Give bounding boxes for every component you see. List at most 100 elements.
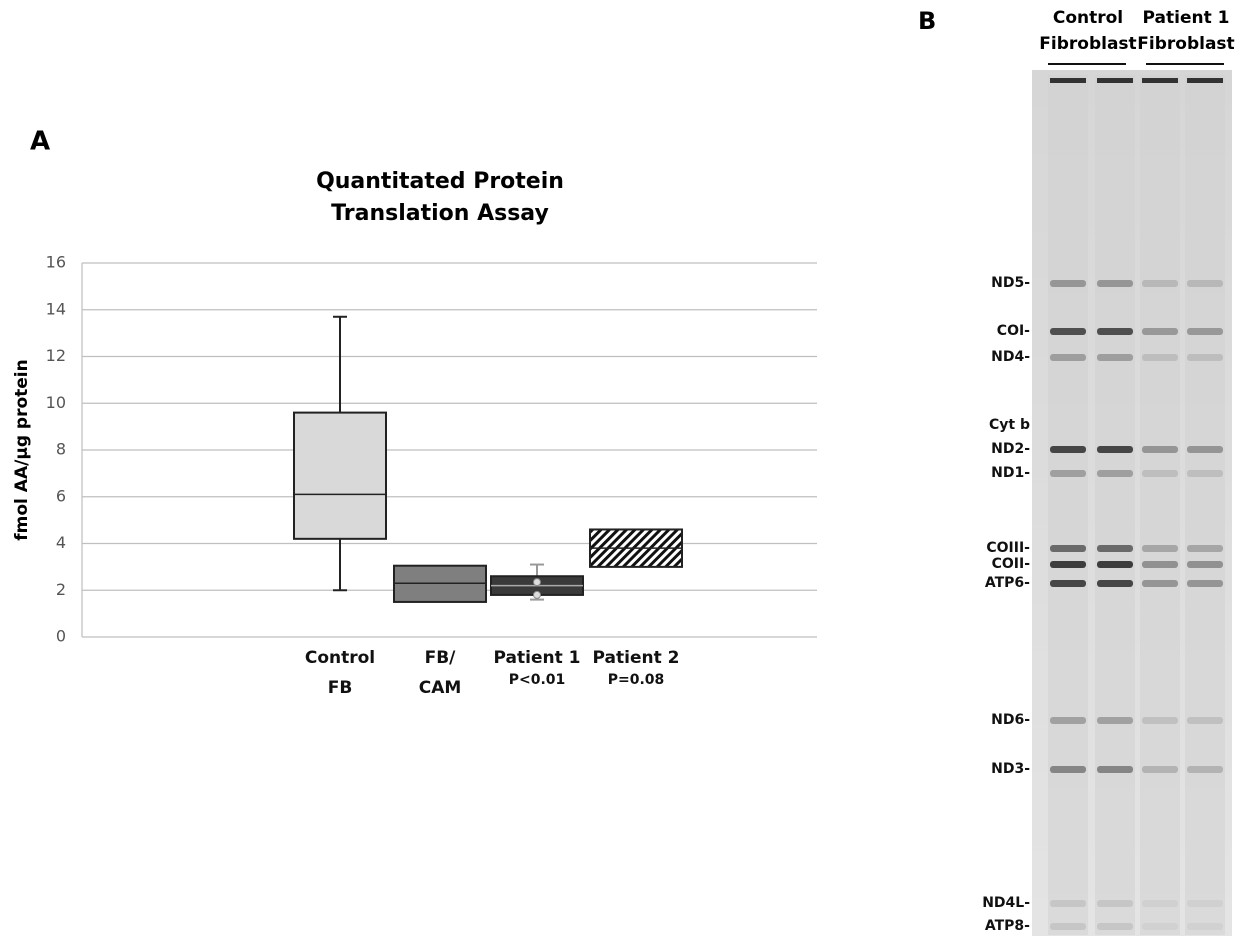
lane	[1095, 75, 1135, 935]
band	[1187, 470, 1223, 477]
y-tick-label: 0	[56, 627, 66, 646]
band	[1187, 354, 1223, 361]
band	[1142, 580, 1178, 587]
band-label: ND5-	[991, 275, 1030, 291]
band	[1187, 328, 1223, 335]
lane-group-label: Patient 1	[1143, 8, 1230, 28]
band	[1050, 446, 1086, 453]
band	[1097, 923, 1133, 930]
panel-label: A	[30, 127, 50, 157]
y-axis-label: fmol AA/µg protein	[12, 359, 32, 540]
band	[1142, 470, 1178, 477]
band	[1050, 766, 1086, 773]
band-label: ATP6-	[985, 575, 1030, 591]
chart-title: Quantitated Protein	[316, 169, 564, 194]
band	[1097, 900, 1133, 907]
x-tick-label: Patient 2	[593, 648, 680, 668]
band-label: ND4L-	[982, 895, 1030, 911]
well	[1097, 78, 1133, 83]
chart-title: Translation Assay	[331, 201, 549, 226]
band	[1050, 561, 1086, 568]
band-label: ND3-	[991, 761, 1030, 777]
band	[1142, 766, 1178, 773]
band	[1142, 923, 1178, 930]
band-label: ND1-	[991, 465, 1030, 481]
band	[1050, 580, 1086, 587]
band-label: ND4-	[991, 349, 1030, 365]
band	[1097, 280, 1133, 287]
band-label: ND6-	[991, 712, 1030, 728]
band-label: Cyt b	[989, 417, 1030, 433]
lane-group-label: Fibroblast	[1039, 34, 1136, 54]
y-tick-label: 4	[56, 533, 66, 552]
x-tick-label: FB/	[425, 648, 457, 668]
band	[1142, 328, 1178, 335]
band-label: ATP8-	[985, 918, 1030, 934]
band-label: COIII-	[986, 540, 1030, 556]
band	[1050, 328, 1086, 335]
y-tick-label: 16	[46, 253, 66, 272]
panel-label: B	[918, 7, 936, 35]
band	[1050, 354, 1086, 361]
well	[1050, 78, 1086, 83]
band	[1187, 446, 1223, 453]
well	[1142, 78, 1178, 83]
lane-group-label: Fibroblast	[1137, 34, 1234, 54]
p-value: P=0.08	[608, 672, 665, 688]
band	[1142, 717, 1178, 724]
band	[1097, 545, 1133, 552]
band	[1050, 900, 1086, 907]
y-tick-label: 2	[56, 580, 66, 599]
gel-bands: ND5- COI- ND4- Cyt b ND2- ND1- COIII-COII- ATP6…	[982, 75, 1225, 935]
band	[1097, 580, 1133, 587]
band	[1097, 470, 1133, 477]
band	[1187, 900, 1223, 907]
band	[1142, 354, 1178, 361]
band	[1142, 280, 1178, 287]
band	[1097, 354, 1133, 361]
y-tick-label: 14	[46, 299, 66, 318]
band	[1142, 545, 1178, 552]
band-label: COI-	[997, 323, 1030, 339]
band	[1050, 545, 1086, 552]
band	[1050, 470, 1086, 477]
band	[1187, 580, 1223, 587]
band-label: COII-	[992, 556, 1031, 572]
y-tick-label: 12	[46, 346, 66, 365]
y-tick-label: 6	[56, 486, 66, 505]
x-tick-label: FB	[328, 678, 353, 698]
band	[1097, 446, 1133, 453]
band	[1187, 923, 1223, 930]
band-label: ND2-	[991, 441, 1030, 457]
x-tick-label: Control	[305, 648, 375, 668]
band	[1187, 280, 1223, 287]
band	[1050, 717, 1086, 724]
band	[1097, 717, 1133, 724]
lane	[1140, 75, 1180, 935]
band	[1187, 717, 1223, 724]
band	[1050, 923, 1086, 930]
point	[534, 591, 541, 598]
band	[1097, 561, 1133, 568]
lane	[1185, 75, 1225, 935]
x-tick-label: Patient 1	[494, 648, 581, 668]
band	[1097, 328, 1133, 335]
y-tick-label: 8	[56, 440, 66, 459]
well	[1187, 78, 1223, 83]
x-tick-label: CAM	[419, 678, 462, 698]
figure: A Quantitated Protein Translation Assay …	[0, 0, 1241, 937]
band	[1142, 561, 1178, 568]
lane-group-label: Control	[1053, 8, 1123, 28]
band	[1187, 545, 1223, 552]
band	[1187, 766, 1223, 773]
lane	[1048, 75, 1088, 935]
band	[1142, 446, 1178, 453]
band	[1187, 561, 1223, 568]
p-value: P<0.01	[509, 672, 566, 688]
band	[1142, 900, 1178, 907]
band	[1097, 766, 1133, 773]
box	[294, 413, 386, 539]
band	[1050, 280, 1086, 287]
point	[534, 579, 541, 586]
